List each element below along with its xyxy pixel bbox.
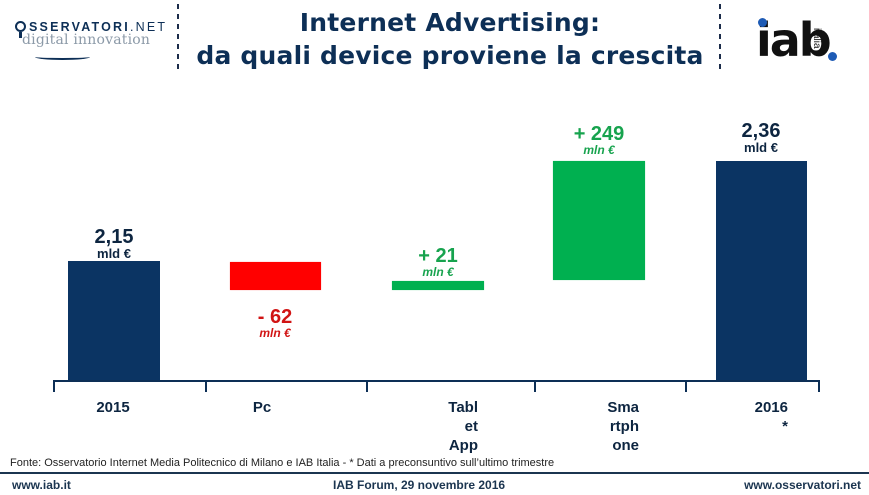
logo-brand-bold: SSERVATORI [29,20,130,34]
label-pc: - 62 mln € [225,307,325,339]
label-value: + 249 [573,123,625,145]
x-axis-tick [534,380,536,392]
source-note: Fonte: Osservatorio Internet Media Polit… [10,457,555,469]
osservatori-logo: SSERVATORI.NET digital innovation [15,20,165,70]
x-label-pc: Pc [217,398,307,417]
x-axis-tick [366,380,368,392]
bar-pc [230,262,321,290]
logo-tagline: digital innovation [22,32,151,48]
header-divider-left [177,4,179,72]
bar-tablet-app [392,281,484,290]
x-label-text: rtph [609,418,639,435]
x-axis-tick [53,380,55,392]
label-value: 2,15 [94,226,134,248]
label-unit: mln € [422,265,454,279]
x-label-text: 2015 [96,399,130,416]
x-axis-tick [205,380,207,392]
bar-2016 [716,161,807,381]
label-2016: 2,36 mld € [711,121,811,154]
footer-divider [0,472,869,474]
footer-osservatori-link[interactable]: www.osservatori.net [744,478,861,492]
label-2015: 2,15 mld € [64,227,164,260]
label-value: - 62 [257,306,293,328]
iab-dot-icon [758,18,767,27]
x-label-text: Tabl [448,399,478,416]
x-label-2015: 2015 [68,398,158,417]
x-label-text: et [464,418,478,435]
x-label-text: 2016 [754,399,788,416]
page-title: Internet Advertising: da quali device pr… [180,6,720,72]
title-line-2: da quali device proviene la crescita [196,41,704,70]
x-label-text: App [448,437,478,454]
label-unit: mld € [97,246,131,261]
logo-brand-suffix: .NET [129,20,168,34]
x-axis-tick [818,380,820,392]
logo-brand: SSERVATORI.NET [17,20,167,34]
label-unit: mln € [259,326,291,340]
title-line-1: Internet Advertising: [299,8,601,37]
x-axis-tick [685,380,687,392]
footer-event: IAB Forum, 29 novembre 2016 [333,478,506,492]
label-value: 2,36 [741,120,781,142]
label-smartphone: + 249 mln € [549,124,649,156]
iab-italia-logo: iab italia [756,13,846,67]
iab-dot-icon [828,52,837,61]
x-label-smartphone: Sma rtph one [553,398,639,455]
label-tablet-app: + 21 mln € [388,246,488,278]
label-unit: mln € [583,143,615,157]
footer-iab-link[interactable]: www.iab.it [12,478,71,492]
bar-smartphone [553,161,645,280]
label-value: + 21 [418,245,458,267]
x-label-text: one [612,437,639,454]
x-label-text: Sma [607,399,639,416]
logo-swoosh [35,54,90,60]
magnifier-pin-icon [15,21,26,32]
bar-2015 [68,261,160,381]
magnifier-pin-stem [19,32,22,38]
iab-logo-text: iab [756,13,832,67]
x-label-text: Pc [252,399,272,416]
x-label-text: * [782,418,788,435]
x-label-2016: 2016 * [700,398,788,436]
x-label-tablet-app: Tabl et App [392,398,478,455]
x-axis-line [53,380,820,382]
header-divider-right [719,4,721,72]
label-unit: mld € [744,140,778,155]
